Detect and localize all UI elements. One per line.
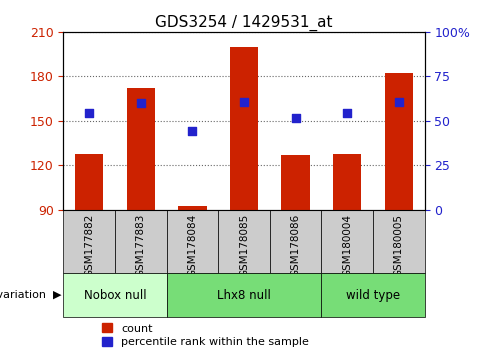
- Point: [85, 111, 93, 116]
- Bar: [333, 154, 361, 210]
- Bar: [322, 273, 425, 317]
- Text: GSM178084: GSM178084: [187, 214, 198, 277]
- Bar: [373, 210, 425, 273]
- Bar: [127, 88, 155, 210]
- Bar: [115, 210, 166, 273]
- Bar: [63, 273, 166, 317]
- Point: [343, 111, 351, 116]
- Bar: [166, 273, 322, 317]
- Bar: [230, 47, 258, 210]
- Point: [292, 115, 300, 121]
- Text: GSM177883: GSM177883: [136, 214, 146, 277]
- Text: genotype/variation  ▶: genotype/variation ▶: [0, 290, 61, 300]
- Bar: [385, 73, 413, 210]
- Point: [240, 99, 248, 104]
- Bar: [218, 210, 270, 273]
- Text: wild type: wild type: [346, 289, 400, 302]
- Title: GDS3254 / 1429531_at: GDS3254 / 1429531_at: [155, 14, 333, 30]
- Text: GSM178086: GSM178086: [290, 214, 301, 277]
- Bar: [75, 154, 103, 210]
- Text: GSM178085: GSM178085: [239, 214, 249, 277]
- Bar: [322, 210, 373, 273]
- Bar: [63, 210, 115, 273]
- Point: [395, 99, 403, 104]
- Text: GSM180005: GSM180005: [394, 214, 404, 277]
- Legend: count, percentile rank within the sample: count, percentile rank within the sample: [98, 319, 313, 352]
- Text: Lhx8 null: Lhx8 null: [217, 289, 271, 302]
- Point: [188, 129, 196, 134]
- Bar: [166, 210, 218, 273]
- Bar: [270, 210, 322, 273]
- Text: GSM180004: GSM180004: [342, 214, 352, 277]
- Bar: [282, 155, 310, 210]
- Text: Nobox null: Nobox null: [84, 289, 146, 302]
- Point: [137, 100, 145, 106]
- Text: GSM177882: GSM177882: [84, 214, 94, 277]
- Bar: [178, 206, 206, 210]
